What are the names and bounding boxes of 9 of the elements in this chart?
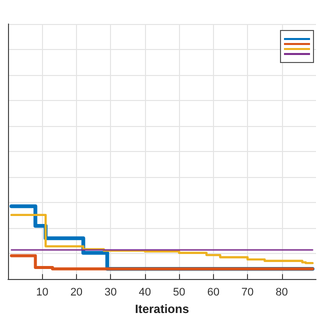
x-tick-label: 20 xyxy=(70,286,83,299)
x-tick-label: 40 xyxy=(138,286,152,299)
x-tick-label: 70 xyxy=(241,286,254,299)
x-tick-label: 60 xyxy=(207,286,220,299)
x-tick-label: 50 xyxy=(172,286,186,299)
x-tick-label: 80 xyxy=(276,286,288,299)
x-tick-label: 10 xyxy=(36,286,48,299)
x-tick-label: 30 xyxy=(104,286,117,299)
x-axis-title: Iterations xyxy=(134,302,190,316)
